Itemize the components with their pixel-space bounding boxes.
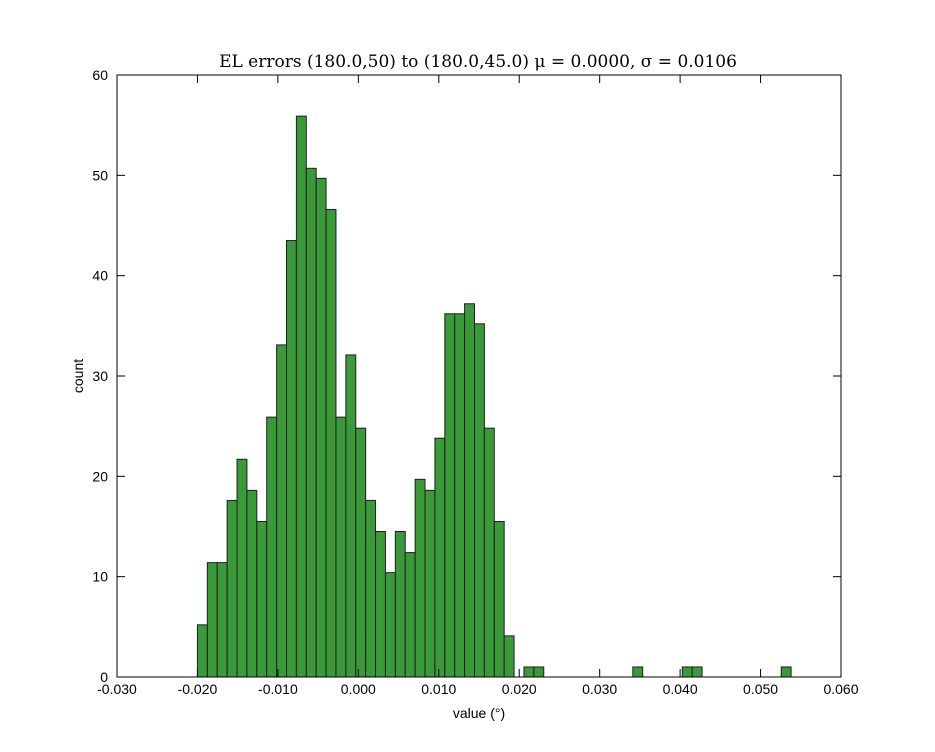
histogram-bar	[365, 499, 377, 678]
y-tick-label: 30	[92, 368, 108, 384]
histogram-bar	[345, 354, 357, 678]
x-tick-label: 0.000	[341, 681, 376, 697]
y-axis-label: count	[70, 359, 86, 393]
histogram-bar	[444, 313, 456, 678]
histogram-bar	[305, 167, 317, 678]
bars-group	[196, 115, 792, 678]
histogram-bar	[246, 489, 258, 678]
histogram-bar	[632, 666, 644, 678]
y-tick-label: 0	[100, 669, 108, 685]
histogram-bar	[226, 499, 238, 678]
histogram-bar	[355, 427, 367, 678]
y-tick-label: 20	[92, 468, 108, 484]
histogram-bar	[315, 177, 327, 678]
histogram-bar	[691, 666, 703, 678]
histogram-bar	[285, 240, 297, 678]
x-tick-label: 0.040	[663, 681, 698, 697]
x-tick-label: 0.060	[823, 681, 858, 697]
histogram-bar	[483, 427, 495, 678]
histogram-bar	[414, 478, 426, 678]
histogram-bar	[256, 520, 268, 678]
x-tick-label: -0.010	[258, 681, 298, 697]
chart-title: EL errors (180.0,50) to (180.0,45.0) μ =…	[219, 52, 737, 72]
histogram-bar	[384, 572, 396, 678]
histogram-bar	[473, 323, 485, 678]
histogram-bar	[434, 437, 446, 678]
histogram-bar	[681, 666, 693, 678]
y-tick-label: 10	[92, 569, 108, 585]
histogram-bar	[454, 313, 466, 678]
x-tick-label: 0.010	[421, 681, 456, 697]
histogram-bar	[394, 531, 406, 678]
histogram-bar	[295, 115, 307, 678]
histogram-bar	[375, 531, 386, 678]
histogram-bar	[404, 552, 416, 678]
y-tick-label: 50	[92, 167, 108, 183]
x-tick-label: -0.020	[178, 681, 218, 697]
histogram-bar	[216, 562, 228, 678]
x-axis-label: value (°)	[453, 705, 505, 721]
y-tick-label: 60	[92, 67, 108, 83]
histogram-bar	[196, 624, 208, 678]
histogram-bar	[206, 562, 218, 678]
x-tick-label: 0.050	[743, 681, 778, 697]
histogram-bar	[325, 208, 337, 678]
x-tick-label: -0.030	[97, 681, 137, 697]
histogram-bar	[493, 520, 505, 678]
histogram-bar	[464, 303, 475, 678]
y-tick-label: 40	[92, 268, 108, 284]
histogram-bar	[523, 666, 535, 678]
histogram-bar	[780, 666, 792, 678]
histogram-bar	[503, 635, 515, 678]
ticks-group: -0.030 -0.020 -0.010 0.000 0.010 0.020 0.030 0.…	[92, 67, 858, 697]
histogram-bar	[266, 416, 278, 678]
x-tick-label: 0.020	[502, 681, 537, 697]
histogram-bar	[335, 416, 347, 678]
histogram-bar	[236, 458, 248, 678]
histogram-bar	[424, 489, 436, 678]
x-tick-label: 0.030	[582, 681, 617, 697]
histogram-bar	[533, 666, 545, 678]
histogram-bar	[276, 344, 287, 678]
